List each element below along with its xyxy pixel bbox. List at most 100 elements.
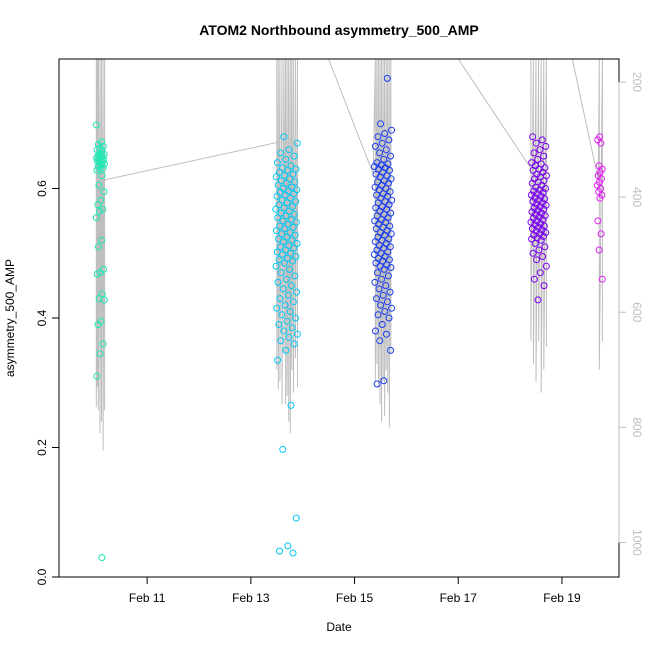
data-point: [277, 269, 285, 277]
y-tick-label: 0.4: [35, 309, 49, 326]
data-point: [275, 256, 283, 264]
data-point: [376, 337, 384, 345]
data-point: [529, 249, 537, 257]
data-point: [275, 321, 283, 328]
data-point: [98, 290, 106, 298]
data-point: [291, 272, 299, 280]
data-point: [530, 275, 538, 283]
y-tick-label: 0.0: [35, 568, 49, 585]
x-tick-label: Feb 11: [129, 591, 166, 605]
data-point: [291, 231, 299, 239]
data-point: [534, 296, 542, 304]
data-point: [538, 136, 546, 144]
data-point: [534, 155, 542, 163]
x-tick-label: Feb 17: [440, 591, 478, 605]
data-point: [276, 295, 284, 303]
data-point: [530, 149, 538, 157]
data-point: [282, 275, 290, 283]
data-point: [385, 136, 393, 144]
data-point: [94, 201, 102, 209]
data-point: [373, 295, 380, 303]
data-point: [93, 270, 101, 278]
data-point: [281, 191, 289, 199]
data-point: [380, 377, 388, 385]
data-point: [290, 340, 298, 348]
data-point: [282, 212, 290, 220]
data-point: [542, 262, 550, 270]
y2-tick-label: 1000: [630, 529, 644, 556]
data-point: [371, 278, 379, 286]
data-point: [286, 175, 294, 183]
data-point: [373, 380, 381, 388]
data-point: [287, 401, 295, 409]
data-point: [282, 246, 290, 254]
data-point: [382, 146, 390, 154]
data-point: [277, 149, 285, 157]
data-point: [93, 372, 101, 380]
data-point: [387, 264, 395, 271]
data-point: [379, 291, 387, 299]
data-point: [597, 230, 605, 238]
data-point: [280, 259, 288, 267]
data-point: [279, 217, 287, 225]
data-point: [380, 155, 388, 163]
data-point: [283, 179, 290, 187]
data-point: [290, 210, 298, 218]
data-point: [95, 295, 103, 303]
data-point: [292, 514, 300, 522]
data-point: [536, 269, 544, 277]
data-point: [289, 549, 297, 557]
data-point: [595, 246, 603, 254]
data-point: [273, 304, 281, 312]
data-point: [594, 217, 602, 225]
data-point: [290, 152, 298, 160]
data-point: [541, 243, 549, 251]
data-point: [290, 244, 298, 252]
data-point: [272, 205, 280, 213]
data-point: [377, 301, 385, 309]
series-group: [527, 133, 550, 304]
data-point: [276, 547, 283, 555]
data-point: [542, 142, 550, 150]
y2-tick-label: 200: [630, 72, 644, 92]
data-point: [381, 130, 389, 137]
data-point: [293, 240, 301, 247]
data-point: [274, 214, 282, 222]
data-point: [284, 291, 292, 299]
data-point: [100, 188, 108, 196]
data-point: [291, 314, 299, 322]
data-point: [288, 282, 295, 290]
x-tick-label: Feb 15: [336, 591, 374, 605]
data-point: [372, 327, 379, 335]
data-point: [289, 298, 297, 306]
y-tick-label: 0.2: [35, 439, 49, 456]
y2-tick-label: 400: [630, 187, 644, 207]
series-group: [370, 74, 396, 388]
data-point: [280, 327, 288, 335]
data-point: [371, 142, 379, 150]
data-point: [284, 542, 292, 550]
y-axis-label: asymmetry_500_AMP: [3, 259, 17, 377]
data-point: [95, 181, 103, 189]
data-point: [273, 227, 280, 235]
data-point: [282, 155, 290, 163]
data-point: [382, 282, 390, 290]
x-axis-label: Date: [326, 620, 352, 634]
chart-title: ATOM2 Northbound asymmetry_500_AMP: [199, 22, 479, 38]
series-group: [92, 121, 108, 562]
data-point: [93, 157, 101, 165]
data-point: [98, 554, 106, 562]
data-point: [371, 238, 379, 246]
data-point: [287, 249, 295, 257]
data-point: [388, 126, 395, 134]
data-point: [289, 257, 297, 265]
data-point: [280, 204, 288, 212]
data-point: [98, 172, 106, 180]
data-point: [289, 223, 297, 231]
data-point: [535, 246, 543, 254]
data-point: [378, 321, 386, 328]
data-point: [375, 285, 383, 293]
data-point: [275, 168, 283, 176]
data-point: [281, 172, 288, 180]
data-point: [96, 269, 104, 277]
